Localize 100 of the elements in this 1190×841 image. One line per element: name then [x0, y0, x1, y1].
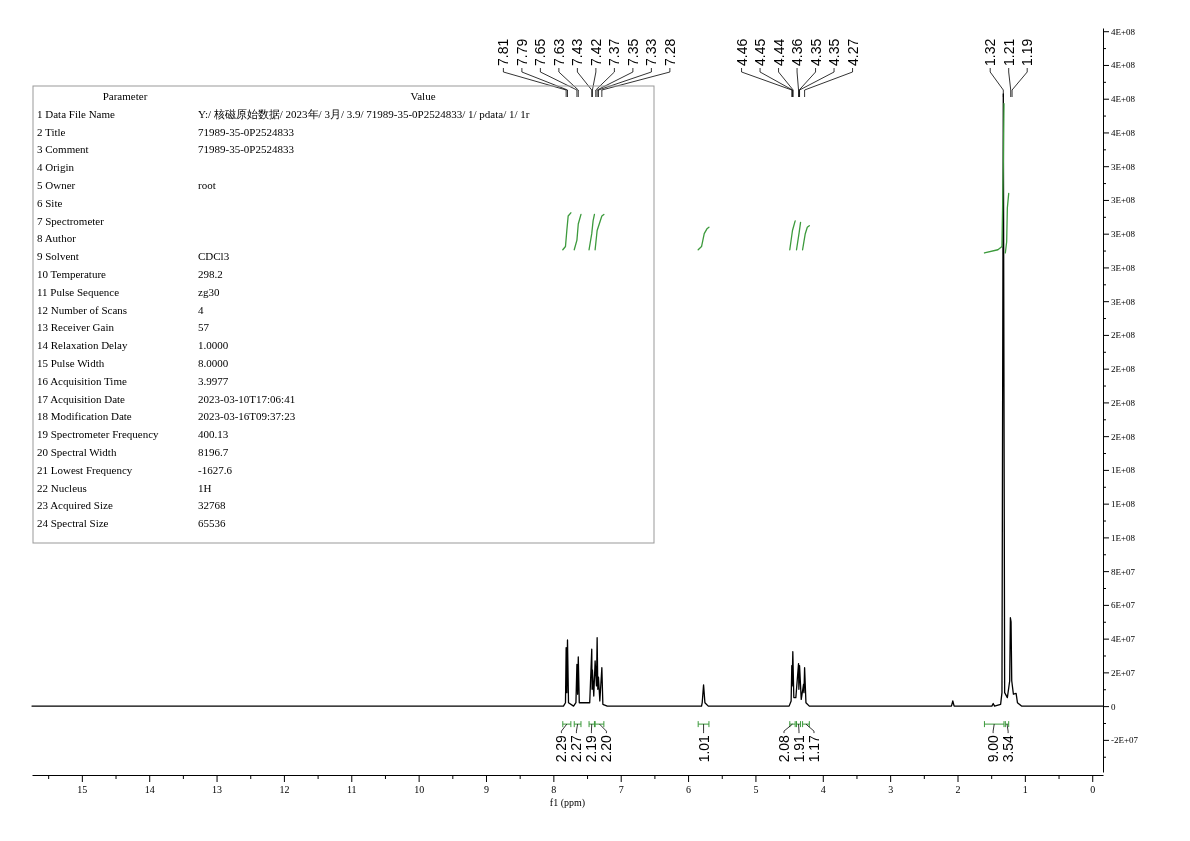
line-series	[983, 102, 1005, 254]
y-tick-label: 1E+08	[1111, 499, 1136, 510]
text: 8196.7	[198, 446, 229, 458]
y-tick-label: 3E+08	[1111, 296, 1136, 307]
y-tick-label: 0	[1111, 701, 1116, 712]
x-tick-label: 13	[212, 784, 223, 795]
line-series	[697, 226, 710, 251]
y-tick-label: 1E+08	[1111, 465, 1136, 476]
category-label: 1 Data File Name	[37, 107, 116, 120]
text: -1627.6	[198, 463, 232, 476]
line-series	[573, 213, 582, 251]
text: 1.0000	[198, 339, 229, 352]
annotation: 4.27	[844, 38, 861, 66]
text: 71989-35-0P2524833	[198, 143, 294, 156]
y-tick-label: 4E+08	[1111, 127, 1136, 138]
annotation: Parameter	[102, 90, 148, 102]
x-tick-label: 11	[346, 784, 357, 795]
y-tick-label: 2E+08	[1111, 364, 1136, 375]
x-tick-label: 0	[1090, 784, 1096, 795]
annotation: 4.35	[807, 38, 824, 66]
annotation: 7.37	[606, 38, 623, 66]
category-label: 10 Temperature	[37, 268, 107, 280]
annotation: 7.42	[587, 38, 604, 66]
category-label: 19 Spectrometer Frequency	[37, 428, 160, 441]
category-label: 20 Spectral Width	[37, 446, 117, 458]
text: CDCl3	[198, 250, 230, 263]
y-tick-label: 3E+08	[1111, 195, 1136, 206]
y-tick-label: 4E+08	[1111, 94, 1136, 105]
annotation: 9.00	[985, 734, 1002, 763]
text: 1H	[198, 481, 212, 494]
y-tick-label: 4E+08	[1111, 26, 1136, 37]
x-tick-label: 12	[279, 784, 290, 795]
annotation: 4.36	[789, 38, 806, 66]
text: 2023-03-16T09:37:23	[198, 410, 296, 423]
y-tick-label: 2E+08	[1111, 431, 1136, 442]
annotation: 7.79	[513, 38, 530, 66]
x-tick-label: 15	[77, 784, 88, 795]
x-tick-label: 10	[414, 784, 425, 795]
annotation: 2.20	[598, 734, 615, 763]
x-axis-title: f1 (ppm)	[549, 797, 586, 809]
annotation: 4.35	[826, 38, 843, 66]
annotation: 7.63	[550, 38, 567, 66]
category-label: 2 Title	[37, 125, 66, 138]
category-label: 14 Relaxation Delay	[37, 339, 128, 352]
annotation: 7.65	[532, 38, 549, 66]
annotation: 1.91	[790, 734, 807, 763]
category-label: 24 Spectral Size	[37, 517, 109, 530]
x-tick-label: 1	[1022, 784, 1028, 795]
annotation: 1.01	[695, 734, 712, 763]
annotation: 7.28	[661, 38, 678, 66]
x-tick-label: 5	[753, 784, 759, 795]
x-tick-label: 9	[484, 784, 489, 795]
y-tick-label: 8E+07	[1111, 566, 1136, 577]
annotation: 7.35	[624, 38, 641, 66]
annotation: 1.19	[1019, 38, 1036, 66]
text: 400.13	[198, 428, 229, 441]
annotation: 3.54	[1000, 734, 1017, 763]
y-tick-label: -2E+07	[1111, 735, 1139, 746]
category-label: 13 Receiver Gain	[37, 321, 115, 334]
annotation: 4.44	[770, 38, 787, 66]
text: Y:/ 核磁原始数据/ 2023年/ 3月/ 3.9/ 71989-35-0P2524833/ 1/ pdata/ 1/ 1r	[198, 107, 530, 120]
x-tick-label: 4	[820, 784, 826, 795]
line-series	[594, 213, 605, 251]
annotation: 4.46	[733, 38, 750, 66]
text: 71989-35-0P2524833	[198, 125, 294, 138]
category-label: 17 Acquisition Date	[37, 392, 126, 405]
annotation: 1.21	[1000, 38, 1017, 66]
x-tick-label: 6	[686, 784, 692, 795]
text: 3.9977	[198, 374, 229, 387]
y-tick-label: 3E+08	[1111, 229, 1136, 240]
text: 4	[198, 303, 204, 316]
category-label: 8 Author	[37, 232, 77, 245]
x-tick-label: 8	[551, 784, 557, 795]
text: 32768	[198, 499, 226, 512]
y-tick-label: 2E+08	[1111, 330, 1136, 341]
line-series	[801, 225, 810, 251]
category-label: 3 Comment	[37, 143, 89, 156]
category-label: 7 Spectrometer	[37, 214, 105, 227]
x-tick-label: 3	[888, 784, 894, 795]
annotation: 2.27	[568, 734, 585, 763]
category-label: 18 Modification Date	[37, 410, 132, 423]
y-tick-label: 4E+08	[1111, 60, 1136, 71]
line-series	[588, 213, 596, 251]
line-series	[562, 212, 572, 251]
annotation: 4.45	[752, 38, 769, 66]
text: zg30	[198, 285, 220, 298]
x-tick-label: 14	[144, 784, 155, 795]
y-tick-label: 2E+08	[1111, 397, 1136, 408]
annotation: 1.32	[982, 38, 999, 66]
text: 65536	[198, 517, 226, 530]
category-label: 11 Pulse Sequence	[37, 285, 120, 298]
y-tick-label: 6E+07	[1111, 600, 1136, 611]
text: 2023-03-10T17:06:41	[198, 392, 296, 405]
text: root	[198, 179, 216, 191]
annotation: 2.08	[775, 734, 792, 763]
annotation: 2.29	[553, 734, 570, 763]
annotation: 2.19	[583, 734, 600, 763]
annotation: 7.43	[569, 38, 586, 66]
annotation: Value	[410, 90, 436, 102]
annotation: 7.33	[643, 38, 660, 66]
